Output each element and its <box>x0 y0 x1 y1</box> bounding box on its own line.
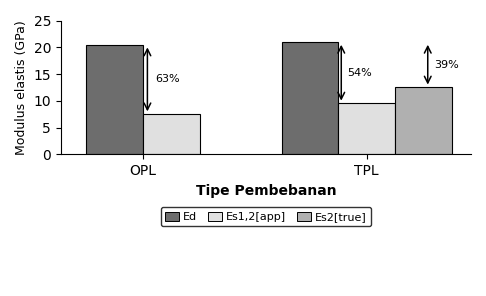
Bar <box>395 87 451 154</box>
Bar <box>281 42 338 154</box>
Bar <box>86 45 143 154</box>
Bar <box>143 114 200 154</box>
Y-axis label: Modulus elastis (GPa): Modulus elastis (GPa) <box>15 20 28 155</box>
Text: 54%: 54% <box>347 68 372 78</box>
Text: 39%: 39% <box>434 60 458 70</box>
Text: 63%: 63% <box>155 74 179 84</box>
Bar <box>338 104 395 154</box>
X-axis label: Tipe Pembebanan: Tipe Pembebanan <box>196 184 336 198</box>
Legend: Ed, Es1,2[app], Es2[true]: Ed, Es1,2[app], Es2[true] <box>161 207 371 226</box>
